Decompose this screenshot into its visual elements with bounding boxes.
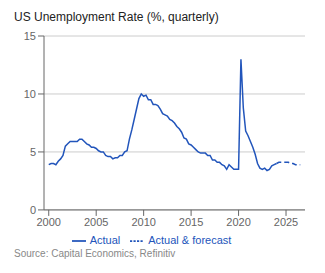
svg-text:5: 5 (30, 146, 36, 158)
svg-text:2010: 2010 (131, 216, 155, 228)
svg-text:2005: 2005 (84, 216, 108, 228)
svg-text:2020: 2020 (226, 216, 250, 228)
svg-text:2025: 2025 (274, 216, 298, 228)
html-text:Actual & forecast: Actual & forecast (148, 233, 232, 246)
svg-text:2000: 2000 (37, 216, 61, 228)
html-text:US Unemployment Rate (%, quart: US Unemployment Rate (%, quarterly) (14, 10, 219, 24)
svg-text:10: 10 (24, 88, 36, 100)
svg-text:15: 15 (24, 30, 36, 42)
svg-text:0: 0 (30, 204, 36, 216)
html-text:Actual: Actual (89, 233, 121, 246)
html-text:Source: Capital Economics, Ref: Source: Capital Economics, Refinitiv (14, 248, 176, 259)
svg-text:2015: 2015 (179, 216, 203, 228)
